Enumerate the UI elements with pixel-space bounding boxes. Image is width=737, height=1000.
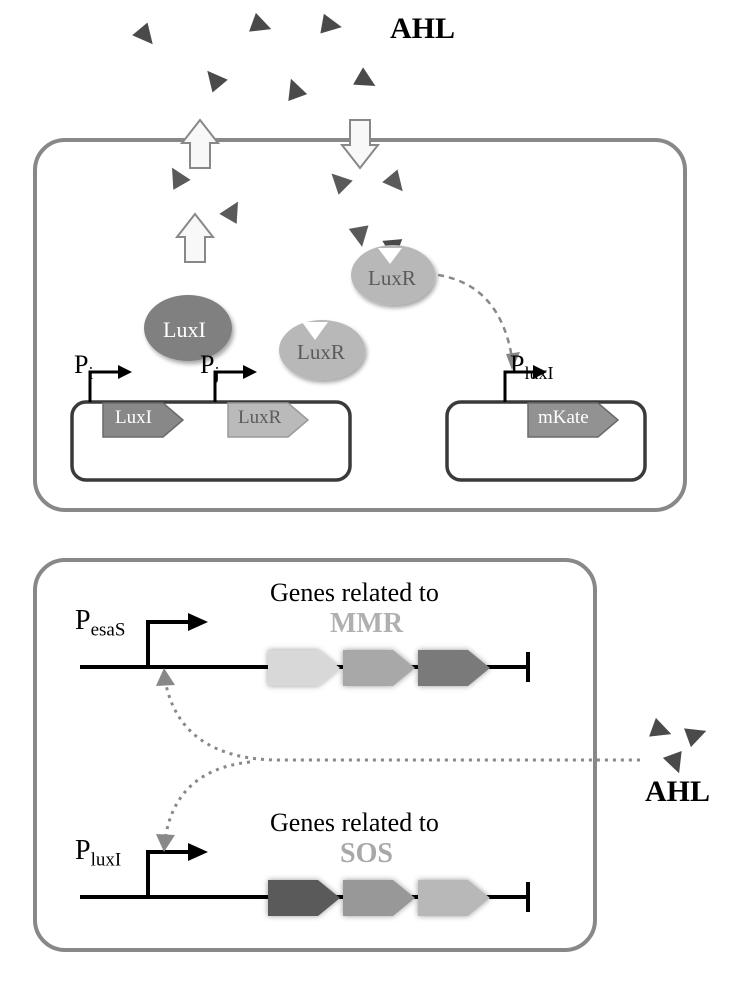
gene-luxr-label: LuxR [238,407,281,429]
mmr-label: MMR [330,608,403,640]
mmr-line-label: Genes related to [270,578,439,608]
hollow-arrow-down [342,120,378,168]
genes-mmr [268,650,490,686]
dashed-luxr-to-pluxi [438,275,520,370]
gene-mkate-label: mKate [538,407,589,429]
pj-label: Pj [200,350,219,384]
gene-luxi-label: LuxI [115,407,152,429]
luxr-label-1: LuxR [297,340,345,365]
promoter-pluxi-bottom [148,843,208,897]
promoter-pj [215,365,257,402]
luxr-label-2: LuxR [368,266,416,291]
top-panel [35,140,685,510]
ahl-triangles-outside [132,13,380,101]
sos-label: SOS [340,838,393,870]
pluxi-bottom-label: PluxI [75,835,121,872]
hollow-arrow-up-2 [182,120,218,168]
pluxi-top-label: PluxI [510,350,553,384]
dotted-branch-to-pluxi [156,762,250,852]
hollow-arrow-up-1 [177,214,213,262]
genes-sos [268,880,490,916]
sos-line-label: Genes related to [270,808,439,838]
pi-label: Pi [74,350,93,384]
ahl-triangles-right [649,718,710,777]
pesas-label: PesaS [75,605,125,642]
ahl-top-label: AHL [390,12,455,46]
promoter-pesas [148,613,208,667]
ahl-right-label: AHL [645,775,710,809]
promoter-pi [90,365,132,402]
luxi-label: LuxI [163,317,206,343]
